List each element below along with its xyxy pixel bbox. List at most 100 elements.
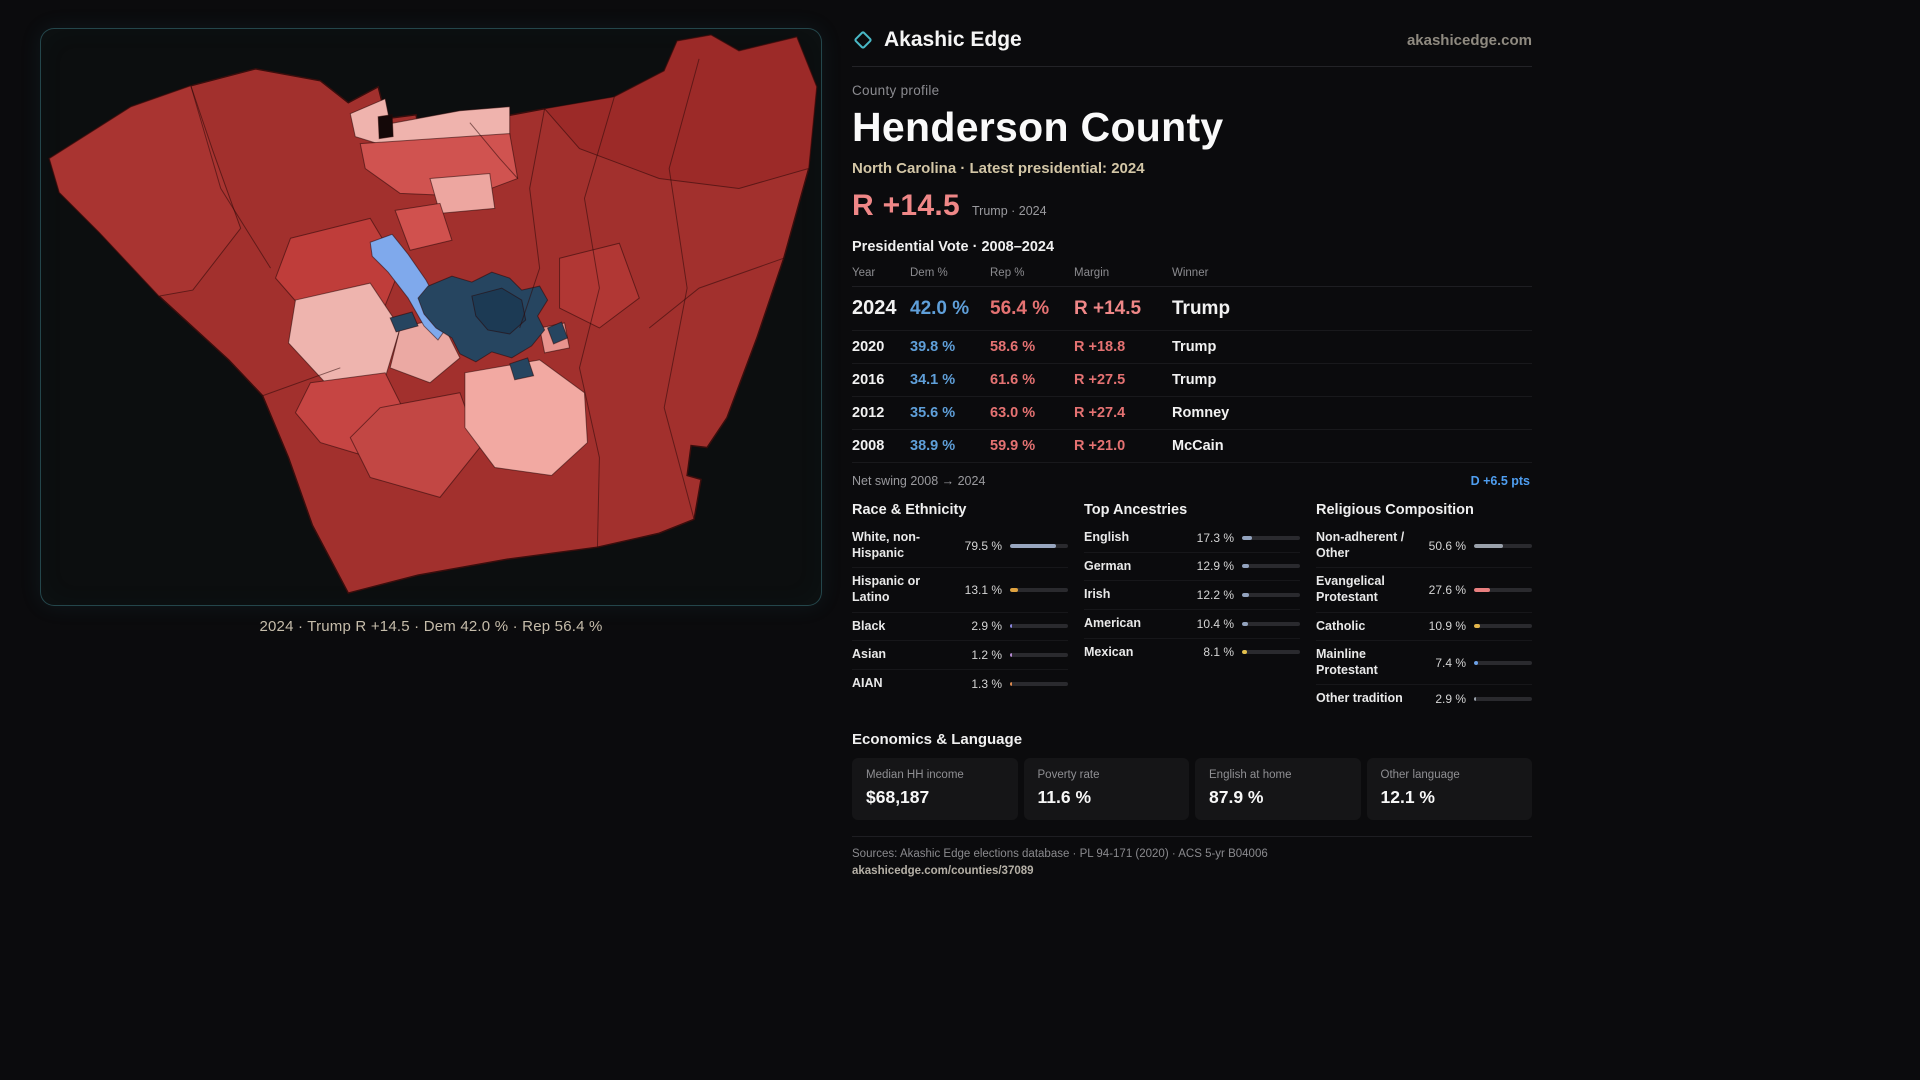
margin-note: Trump · 2024 <box>972 204 1047 218</box>
precinct-boundary-lines <box>190 58 784 548</box>
cell-winner: Trump <box>1172 372 1217 388</box>
demo-label: Non-adherent / Other <box>1316 530 1405 560</box>
cell-margin: R +18.8 <box>1074 339 1126 355</box>
demo-label: White, non-Hispanic <box>852 530 921 560</box>
county-map-panel <box>40 28 822 606</box>
list-item: Mainline Protestant 7.4 % <box>1316 641 1532 686</box>
list-item: Non-adherent / Other 50.6 % <box>1316 524 1532 569</box>
stat-value: 87.9 % <box>1209 787 1264 807</box>
list-item: AIAN 1.3 % <box>852 670 1068 698</box>
demo-bar-fill <box>1010 624 1012 629</box>
stat-value: $68,187 <box>866 787 930 807</box>
cell-year: 2008 <box>852 438 885 454</box>
vote-row-2012: 2012 35.6 % 63.0 % R +27.4 Romney <box>852 397 1532 430</box>
demo-value: 1.2 % <box>971 647 1002 662</box>
stat-value: 12.1 % <box>1380 787 1435 807</box>
site-header: Akashic Edge akashicedge.com <box>852 28 1532 67</box>
vote-row-2008: 2008 38.9 % 59.9 % R +21.0 McCain <box>852 430 1532 463</box>
top-ancestries-section: Top Ancestries English 17.3 % German 12.… <box>1084 502 1300 713</box>
cell-dem: 42.0 % <box>910 297 970 319</box>
demo-bar-track <box>1010 543 1068 548</box>
list-item: Irish 12.2 % <box>1084 581 1300 610</box>
cell-winner: Trump <box>1172 297 1231 319</box>
list-item: German 12.9 % <box>1084 553 1300 582</box>
demo-value: 10.9 % <box>1428 619 1466 634</box>
site-url-link[interactable]: akashicedge.com <box>1406 31 1532 49</box>
net-swing-label: Net swing 2008 → 2024 <box>852 474 986 488</box>
stat-value: 11.6 % <box>1037 787 1092 807</box>
subtitle: North Carolina · Latest presidential: 20… <box>852 160 1145 177</box>
footer: Sources: Akashic Edge elections database… <box>852 836 1532 877</box>
economics-cards: Median HH income $68,187 Poverty rate 11… <box>852 758 1532 820</box>
section-title: Religious Composition <box>1316 502 1474 518</box>
cell-winner: Romney <box>1172 405 1230 421</box>
demo-label: Evangelical Protestant <box>1316 574 1385 604</box>
demo-value: 27.6 % <box>1428 582 1466 597</box>
cell-margin: R +27.4 <box>1074 405 1126 421</box>
demo-label: English <box>1084 530 1130 544</box>
demo-bar-track <box>1010 624 1068 629</box>
demo-value: 2.9 % <box>1435 692 1466 707</box>
stat-label: Other language <box>1380 769 1460 781</box>
brand-link[interactable]: Akashic Edge <box>852 28 1022 52</box>
demo-label: Other tradition <box>1316 691 1403 706</box>
stat-label: Median HH income <box>866 769 964 781</box>
religious-composition-section: Religious Composition Non-adherent / Oth… <box>1316 502 1532 713</box>
demo-label: Asian <box>852 647 887 662</box>
demo-value: 2.9 % <box>971 619 1002 634</box>
permalink-link[interactable]: akashicedge.com/counties/37089 <box>852 865 1034 877</box>
list-item: Black 2.9 % <box>852 613 1068 642</box>
economics-title: Economics & Language <box>852 731 1023 748</box>
demo-label: German <box>1084 558 1132 573</box>
stat-card-english-at-home: English at home 87.9 % <box>1195 758 1361 820</box>
demo-label: Mexican <box>1084 644 1134 659</box>
cell-rep: 59.9 % <box>990 438 1036 454</box>
diamond-logo-icon <box>854 31 872 49</box>
stat-card-median-income: Median HH income $68,187 <box>852 758 1018 820</box>
demo-value: 50.6 % <box>1428 538 1466 553</box>
demo-value: 8.1 % <box>1203 645 1234 660</box>
stat-card-other-language: Other language 12.1 % <box>1366 758 1532 820</box>
cell-dem: 35.6 % <box>910 405 956 421</box>
race-ethnicity-section: Race & Ethnicity White, non-Hispanic 79.… <box>852 502 1068 713</box>
demo-bar-track <box>1010 652 1068 657</box>
net-swing-row: Net swing 2008 → 2024 D +6.5 pts <box>852 465 1532 488</box>
demo-bar-fill <box>1010 681 1012 686</box>
col-dem: Dem % <box>910 267 948 279</box>
list-item: Asian 1.2 % <box>852 641 1068 670</box>
cell-year: 2020 <box>852 339 885 355</box>
cell-margin: R +14.5 <box>1074 297 1142 319</box>
section-title: Race & Ethnicity <box>852 502 967 518</box>
cell-rep: 63.0 % <box>990 405 1036 421</box>
brand-name: Akashic Edge <box>884 28 1022 51</box>
demo-bar-fill <box>1474 697 1476 702</box>
demo-bar-fill <box>1474 587 1490 592</box>
cell-margin: R +27.5 <box>1074 372 1126 388</box>
demo-bar-track <box>1242 535 1300 540</box>
demo-bar-track <box>1242 564 1300 569</box>
net-swing-value: D +6.5 pts <box>1470 474 1530 488</box>
col-year: Year <box>852 267 876 279</box>
demo-bar-fill <box>1010 587 1018 592</box>
vote-table-title: Presidential Vote · 2008–2024 <box>852 239 1055 255</box>
county-profile-content: Akashic Edge akashicedge.com County prof… <box>852 28 1532 877</box>
map-column: 2024 · Trump R +14.5 · Dem 42.0 % · Rep … <box>40 28 822 877</box>
list-item: White, non-Hispanic 79.5 % <box>852 524 1068 569</box>
demo-bar-fill <box>1242 535 1253 540</box>
demo-bar-track <box>1474 697 1532 702</box>
stat-label: English at home <box>1209 769 1292 781</box>
demo-bar-track <box>1242 650 1300 655</box>
sources-text: Sources: Akashic Edge elections database… <box>852 848 1268 860</box>
demo-bar-fill <box>1242 650 1247 655</box>
demo-bar-fill <box>1010 652 1012 657</box>
vote-table-header: Year Dem % Rep % Margin Winner <box>852 263 1532 287</box>
demo-bar-fill <box>1242 593 1250 598</box>
demo-value: 12.2 % <box>1196 588 1234 603</box>
demo-value: 10.4 % <box>1196 616 1234 631</box>
cell-rep: 56.4 % <box>990 297 1050 319</box>
list-item: English 17.3 % <box>1084 524 1300 553</box>
demo-label: AIAN <box>852 675 883 690</box>
kicker: County profile <box>852 83 940 98</box>
demo-bar-track <box>1010 587 1068 592</box>
col-rep: Rep % <box>990 267 1025 279</box>
